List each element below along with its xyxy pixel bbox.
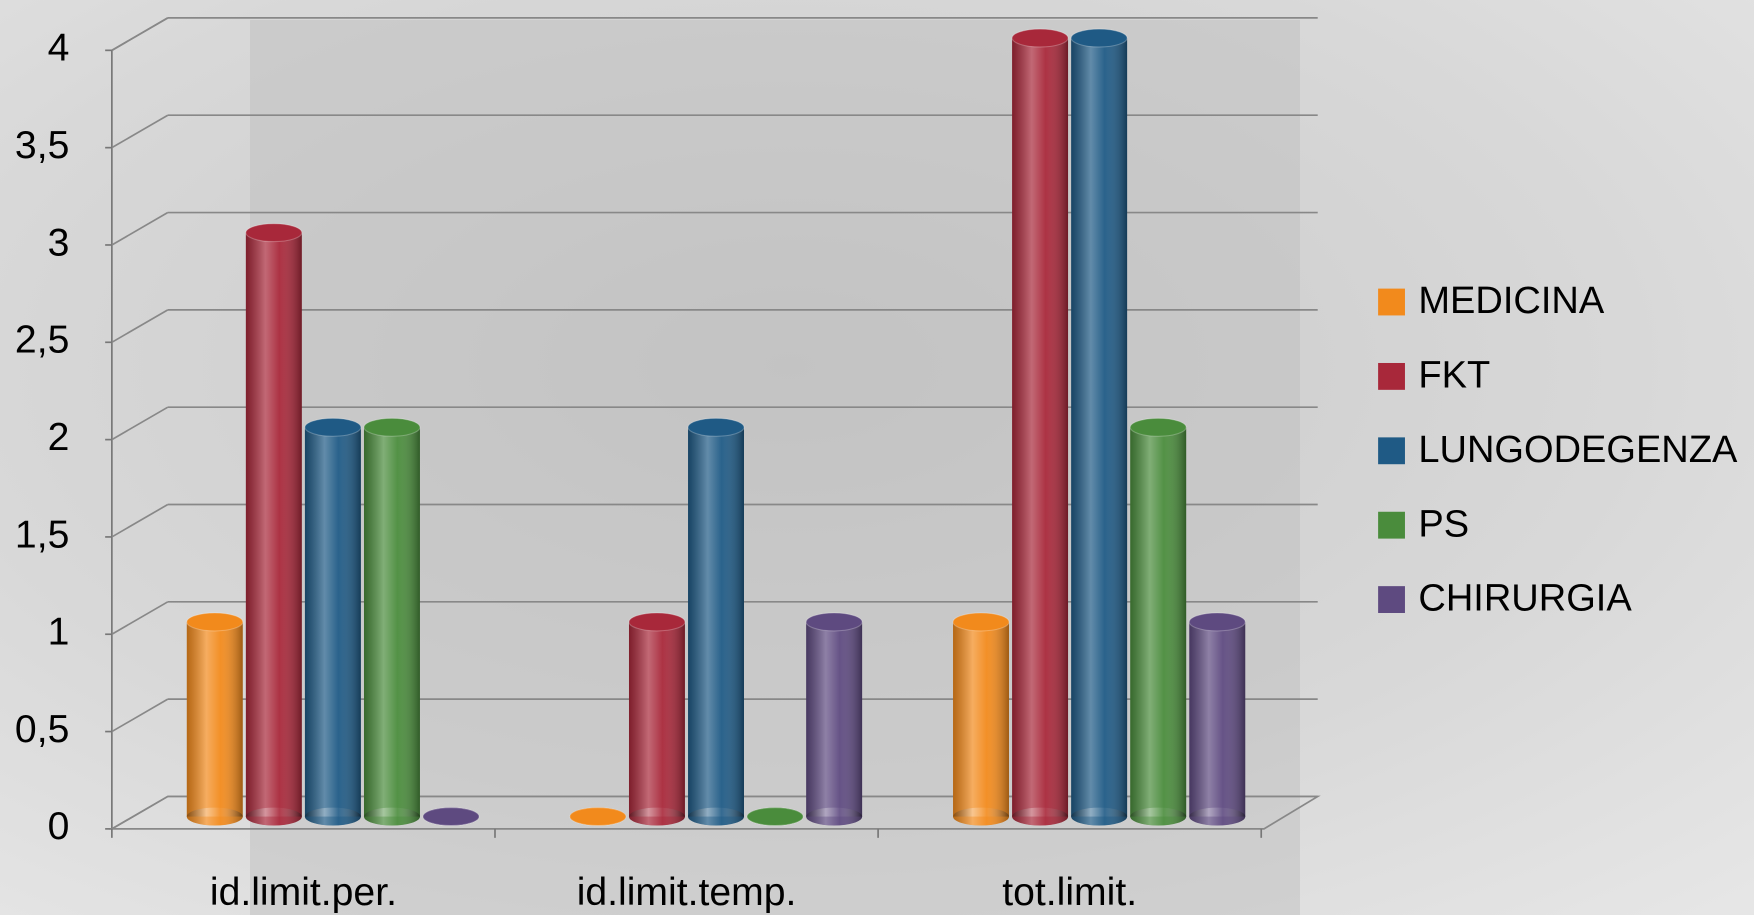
bar-bottom-shade bbox=[688, 807, 744, 826]
bar-bottom-shade bbox=[304, 807, 361, 826]
y-tick-label: 4 bbox=[48, 27, 70, 70]
y-tick-label: 0,5 bbox=[15, 708, 69, 751]
bar-shade bbox=[628, 621, 685, 817]
grid-line-depth bbox=[111, 17, 169, 52]
bar-top bbox=[304, 417, 362, 437]
y-tick-label: 2 bbox=[48, 416, 70, 459]
x-tick-label: id.limit.per. bbox=[210, 871, 397, 914]
bar-bottom-shade bbox=[628, 807, 685, 826]
y-tick-label: 3,5 bbox=[15, 124, 69, 167]
grid-line-depth bbox=[111, 698, 169, 733]
bar bbox=[1129, 417, 1187, 826]
legend-label: CHIRURGIA bbox=[1418, 578, 1632, 620]
bar-top bbox=[569, 807, 627, 827]
bar bbox=[746, 807, 804, 827]
x-tick-label: tot.limit. bbox=[1002, 871, 1137, 914]
legend-swatch bbox=[1378, 362, 1405, 390]
bar-bottom-shade bbox=[1189, 807, 1246, 826]
bar-shade bbox=[1189, 621, 1246, 817]
bar-shade bbox=[1071, 38, 1128, 817]
bar bbox=[569, 807, 627, 827]
bar-shade bbox=[304, 427, 361, 817]
bar-shade bbox=[953, 621, 1009, 817]
bar-shade bbox=[1130, 427, 1187, 817]
bar-top bbox=[363, 417, 421, 437]
bar-bottom-shade bbox=[186, 807, 243, 826]
grid-line-depth bbox=[111, 406, 169, 441]
bar-bottom-shade bbox=[1130, 807, 1187, 826]
bar-top bbox=[952, 612, 1010, 632]
bar-top bbox=[1129, 417, 1187, 437]
grid-line-depth bbox=[111, 503, 169, 538]
legend-swatch bbox=[1378, 288, 1405, 316]
bar bbox=[363, 417, 421, 826]
bar-top bbox=[186, 612, 244, 632]
legend-label: PS bbox=[1418, 503, 1469, 545]
bar bbox=[304, 417, 362, 826]
bar-bottom-shade bbox=[245, 807, 302, 826]
bar-top bbox=[805, 612, 863, 632]
bar-top bbox=[746, 807, 804, 827]
legend-label: MEDICINA bbox=[1418, 280, 1605, 322]
y-tick-label: 2,5 bbox=[15, 319, 69, 362]
grid-line-depth bbox=[111, 309, 169, 344]
bar-top bbox=[245, 223, 303, 243]
legend-swatch bbox=[1378, 437, 1405, 465]
y-tick-label: 3 bbox=[48, 221, 70, 264]
bar bbox=[1011, 28, 1069, 826]
bar bbox=[952, 612, 1010, 826]
bar bbox=[422, 807, 480, 827]
bar-shade bbox=[245, 232, 302, 817]
bar-shade bbox=[806, 621, 863, 817]
bar-top bbox=[422, 807, 480, 827]
legend-label: FKT bbox=[1418, 355, 1490, 397]
x-tick-label: id.limit.temp. bbox=[577, 871, 797, 914]
bar-shade bbox=[688, 427, 744, 817]
y-tick-label: 1 bbox=[48, 611, 70, 654]
legend-swatch bbox=[1378, 586, 1405, 613]
bar-shade bbox=[1012, 38, 1069, 817]
grid-line-depth bbox=[111, 114, 169, 149]
legend-swatch bbox=[1378, 511, 1405, 539]
bar-bottom-shade bbox=[1071, 807, 1128, 826]
plot: 0 0,5 1 1,5 2 2,5 3 3,5 4 id.limit.per. id.limit.t… bbox=[15, 17, 1738, 914]
bar bbox=[1188, 612, 1246, 826]
floor bbox=[108, 795, 1321, 830]
grid-line-depth bbox=[111, 211, 169, 246]
bar bbox=[805, 612, 863, 826]
bar bbox=[186, 612, 244, 826]
bar-top bbox=[687, 417, 745, 437]
bar-shade bbox=[186, 621, 243, 817]
y-tick-label: 0 bbox=[48, 805, 70, 848]
bar bbox=[1070, 28, 1128, 826]
bar-bottom-shade bbox=[363, 807, 420, 826]
bar-shade bbox=[363, 427, 420, 817]
bar bbox=[245, 223, 303, 826]
grid-line-depth bbox=[111, 601, 169, 635]
bar-top bbox=[1011, 28, 1069, 48]
bar-bottom-shade bbox=[806, 807, 863, 826]
bar bbox=[687, 417, 745, 826]
bar-top bbox=[1070, 28, 1128, 48]
y-tick-label: 1,5 bbox=[15, 513, 69, 556]
bar-top bbox=[628, 612, 686, 632]
legend-label: LUNGODEGENZA bbox=[1418, 429, 1738, 471]
bar bbox=[628, 612, 686, 826]
bar-bottom-shade bbox=[953, 807, 1009, 826]
bar-top bbox=[1188, 612, 1246, 632]
bar-bottom-shade bbox=[1012, 807, 1069, 826]
